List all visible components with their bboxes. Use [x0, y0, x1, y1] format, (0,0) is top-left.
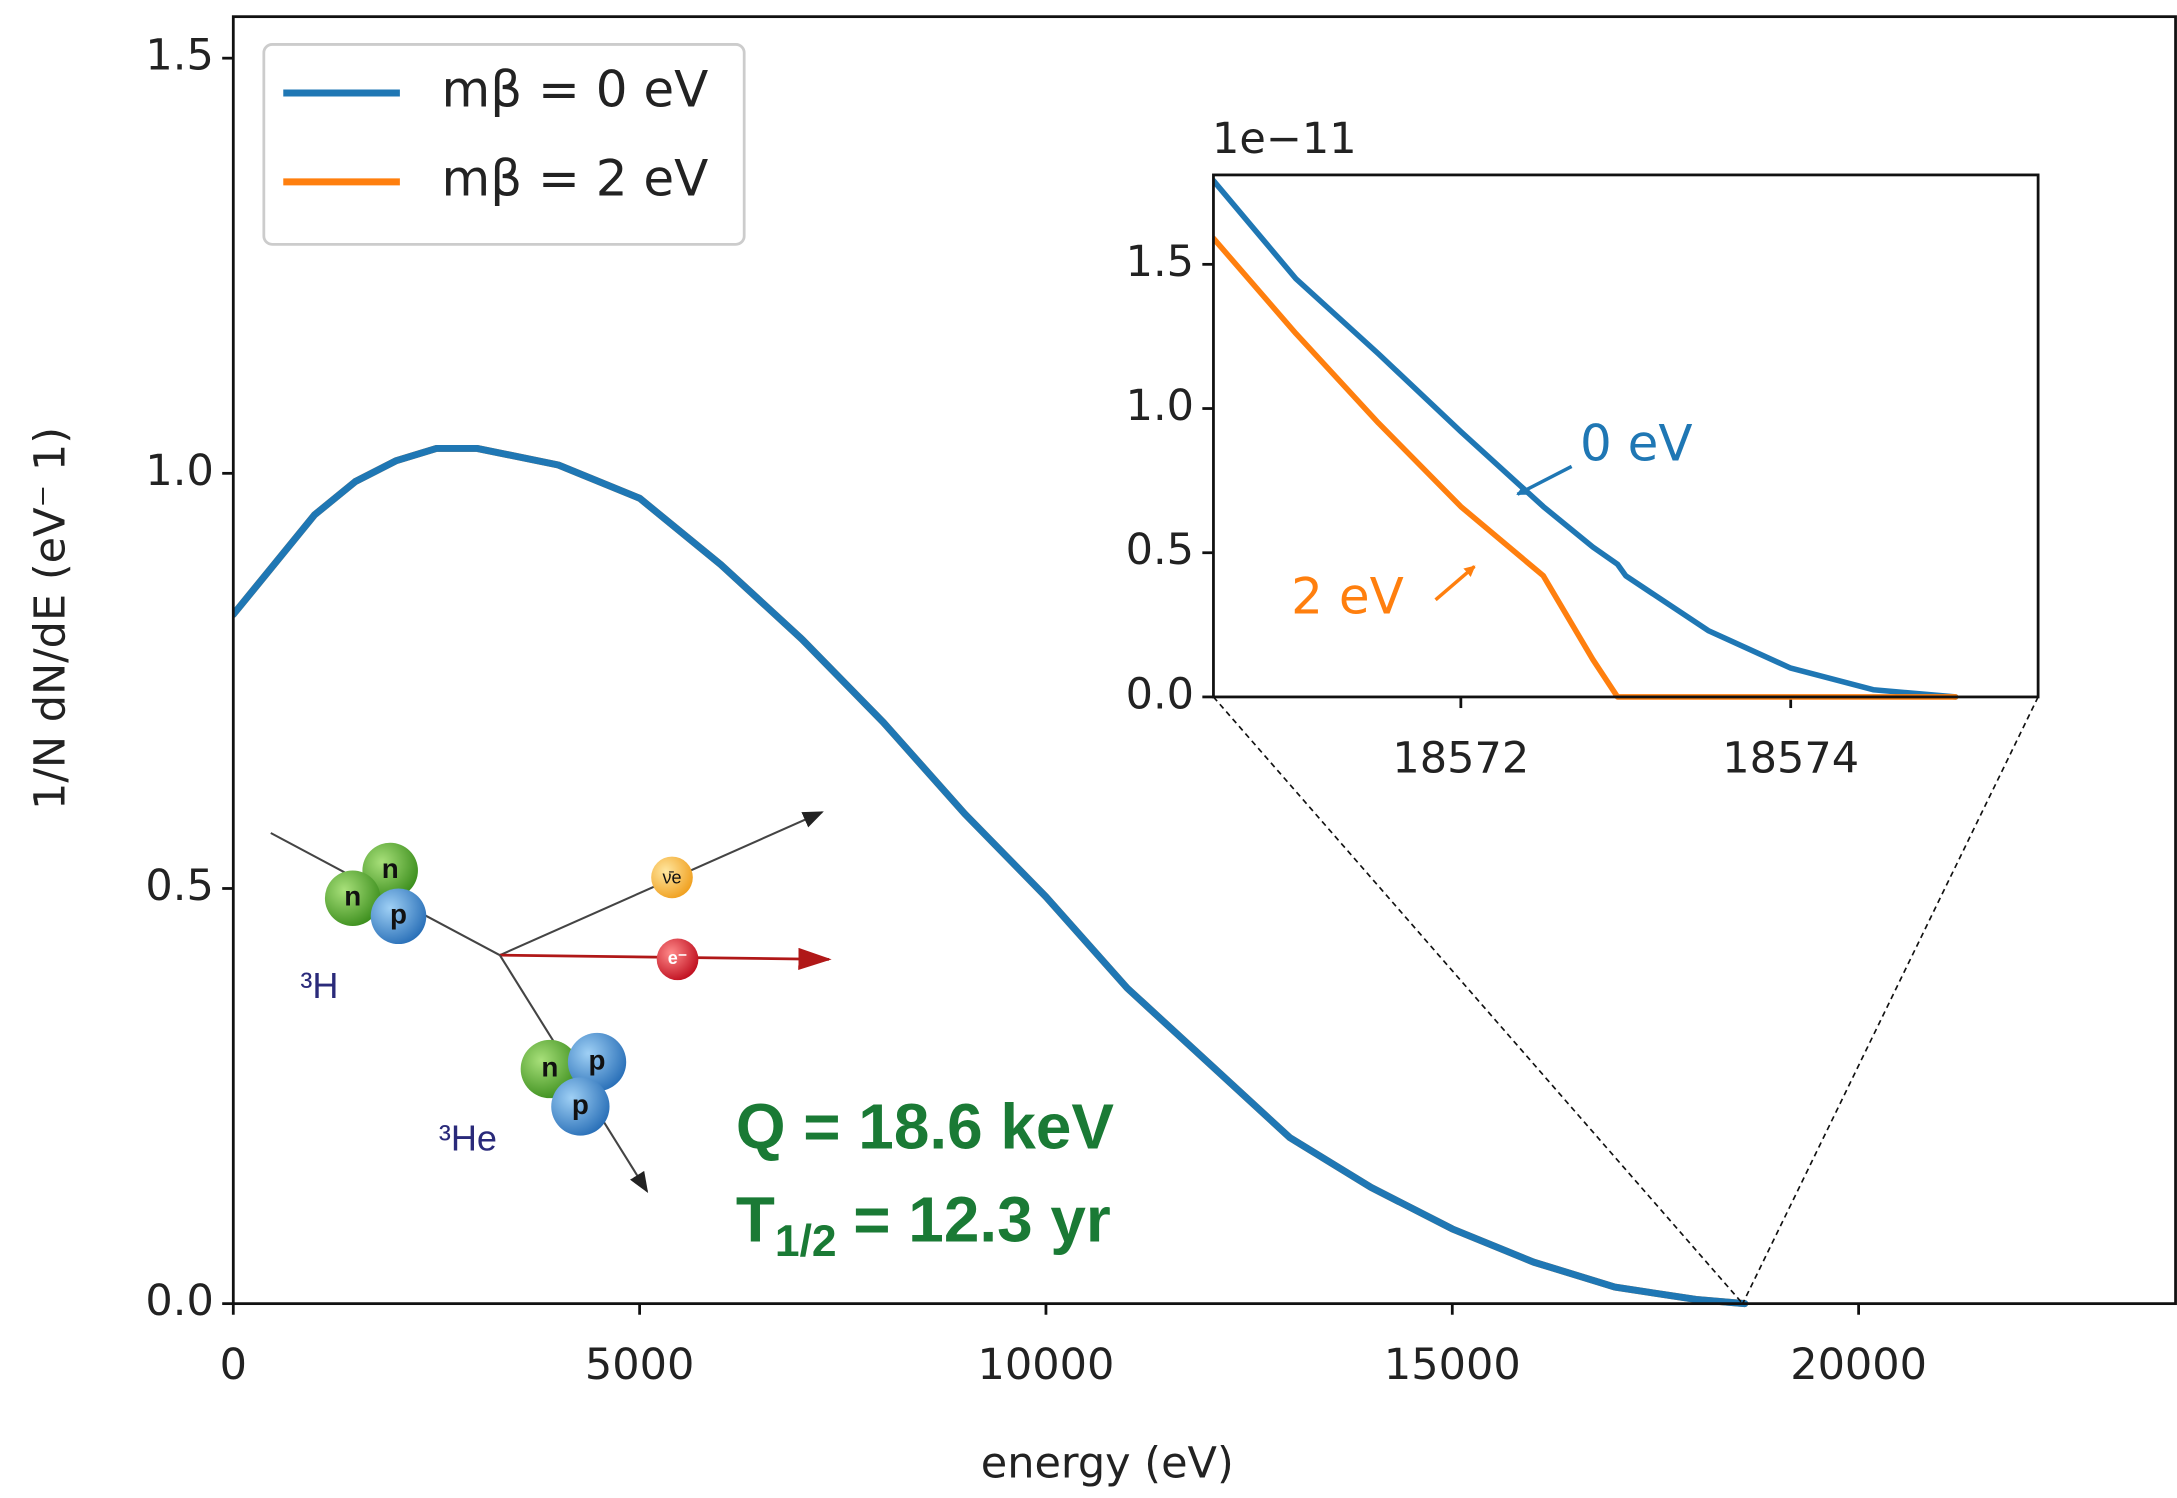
particle-label: e⁻: [668, 948, 688, 968]
x-tick-label: 20000: [1790, 1340, 1927, 1390]
y-tick-label: 0.5: [1126, 525, 1194, 575]
plot-0: 0 5000 10000 15000 20000 0.0 0.5 1.0 1.5: [145, 15, 2177, 1390]
inset-background: [1213, 174, 2039, 697]
y-axis-label: 1/N dN/dE (eV⁻ 1): [25, 427, 75, 810]
curve-arrow: [1516, 464, 1573, 496]
proton: [567, 1032, 627, 1092]
particle-label: n: [382, 853, 399, 884]
y-tick-label: 1.0: [145, 446, 213, 496]
particle-label: ν̄e: [662, 868, 681, 888]
isotope-label: ³H: [300, 965, 338, 1006]
proton: [370, 888, 427, 945]
neutrino: [651, 856, 693, 899]
particle-label: p: [589, 1044, 606, 1075]
particle-label: p: [572, 1089, 589, 1120]
zoom-line: [1741, 696, 2039, 1304]
y-tick-label: 1.0: [1126, 381, 1194, 431]
curve-arrow: [1434, 565, 1476, 602]
y-tick-label: 0.5: [145, 861, 213, 911]
electron: [656, 938, 699, 981]
annotation-part: 1/2: [775, 1217, 837, 1266]
y-tick-label: 1.5: [1126, 237, 1194, 287]
y-tick-label: 1.5: [145, 31, 213, 81]
annotation-part: = 12.3 yr: [853, 1183, 1110, 1255]
curve-label: 2 eV: [1291, 567, 1404, 625]
isotope-label: ³He: [439, 1118, 497, 1159]
zoom-line: [1212, 696, 1744, 1305]
x-tick-label: 15000: [1384, 1340, 1521, 1390]
annotation: T1/2 = 12.3 yr: [736, 1183, 1111, 1265]
x-tick-label: 10000: [978, 1340, 1115, 1390]
x-tick-label: 5000: [585, 1340, 694, 1390]
legend: mβ = 0 eV mβ = 2 eV: [262, 43, 746, 246]
y-tick-label: 0.0: [145, 1276, 213, 1326]
decay-illustration: n n p ³H ν̄e e⁻ n p p ³He: [270, 811, 832, 1193]
x-tick-label: 0: [220, 1340, 247, 1390]
particle-label: n: [541, 1051, 558, 1082]
axes-frame: [1212, 173, 2040, 699]
plot-1: 18572 18574 0.0 0.5 1.0 1.5: [1126, 173, 2040, 783]
neutron: [324, 870, 381, 927]
x-tick-label: 18572: [1392, 733, 1529, 783]
axes-frame: [231, 15, 2177, 1306]
legend-label: mβ = 0 eV: [442, 61, 709, 119]
x-axis-label: energy (eV): [981, 1439, 1234, 1489]
x-tick-label: 18574: [1722, 733, 1859, 783]
y-tick-label: 0.0: [1126, 669, 1194, 719]
curve-label: 0 eV: [1580, 415, 1693, 473]
series-line: [233, 444, 1749, 1308]
particle-label: n: [344, 881, 361, 912]
annotation: Q = 18.6 keV: [736, 1090, 1115, 1162]
series-line: [1213, 177, 1959, 700]
annotation-part: T: [736, 1183, 775, 1255]
particle-label: p: [390, 899, 407, 930]
proton: [551, 1077, 610, 1136]
legend-label: mβ = 2 eV: [442, 149, 709, 207]
offset-label: 1e−11: [1212, 114, 1357, 164]
